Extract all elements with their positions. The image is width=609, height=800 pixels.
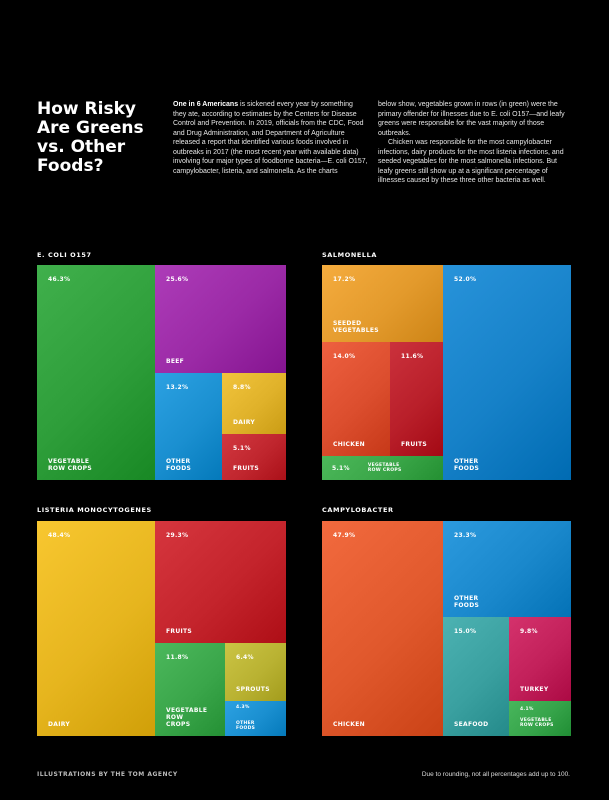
ecoli-cell-vegetable-row-crops: 46.3% VEGETABLE ROW CROPS bbox=[37, 265, 155, 480]
ecoli-category-label: FRUITS bbox=[233, 465, 260, 472]
listeria-cell-vegetable-row-crops: 11.8% VEGETABLE ROW CROPS bbox=[155, 643, 225, 736]
campylobacter-chart-title: CAMPYLOBACTER bbox=[322, 506, 394, 514]
campylobacter-treemap: 47.9% CHICKEN 23.3% OTHER FOODS 15.0% SE… bbox=[322, 521, 571, 736]
campylobacter-value-label: 23.3% bbox=[454, 532, 477, 539]
headline: How Risky Are Greens vs. Other Foods? bbox=[37, 99, 144, 176]
campylobacter-value-label: 47.9% bbox=[333, 532, 356, 539]
campylobacter-category-label: SEAFOOD bbox=[454, 721, 489, 728]
intro-column-1: One in 6 Americans is sickened every yea… bbox=[173, 100, 368, 176]
listeria-cell-sprouts: 6.4% SPROUTS bbox=[225, 643, 286, 701]
ecoli-chart-title: E. COLI O157 bbox=[37, 251, 92, 259]
campylobacter-category-label: CHICKEN bbox=[333, 721, 365, 728]
intro-lead: One in 6 Americans bbox=[173, 101, 239, 108]
ecoli-value-label: 25.6% bbox=[166, 276, 189, 283]
listeria-cell-other-foods: 4.3% OTHER FOODS bbox=[225, 701, 286, 736]
campylobacter-value-label: 15.0% bbox=[454, 628, 477, 635]
salmonella-category-label: OTHER FOODS bbox=[454, 458, 480, 472]
campylobacter-category-label: TURKEY bbox=[520, 686, 549, 693]
intro-column-2: below show, vegetables grown in rows (in… bbox=[378, 100, 573, 186]
intro-col2-paragraph-1: below show, vegetables grown in rows (in… bbox=[378, 101, 565, 137]
salmonella-category-label: VEGETABLE ROW CROPS bbox=[367, 463, 402, 473]
listeria-cell-fruits: 29.3% FRUITS bbox=[155, 521, 286, 643]
listeria-value-label: 29.3% bbox=[166, 532, 189, 539]
campylobacter-cell-turkey: 9.8% TURKEY bbox=[509, 617, 571, 701]
ecoli-cell-fruits: 5.1% FRUITS bbox=[222, 434, 286, 480]
ecoli-cell-beef: 25.6% BEEF bbox=[155, 265, 286, 373]
listeria-cell-dairy: 48.4% DAIRY bbox=[37, 521, 155, 736]
salmonella-cell-seeded-vegetables: 17.2% SEEDED VEGETABLES bbox=[322, 265, 443, 342]
campylobacter-cell-other-foods: 23.3% OTHER FOODS bbox=[443, 521, 571, 617]
ecoli-cell-other-foods: 13.2% OTHER FOODS bbox=[155, 373, 222, 480]
campylobacter-cell-vegetable-row-crops: 4.1% VEGETABLE ROW CROPS bbox=[509, 701, 571, 736]
salmonella-category-label: CHICKEN bbox=[333, 441, 365, 448]
listeria-treemap: 48.4% DAIRY 29.3% FRUITS 11.8% VEGETABLE… bbox=[37, 521, 286, 736]
intro-col2-paragraph-2-text: Chicken was responsible for the most cam… bbox=[378, 139, 564, 184]
campylobacter-value-label: 4.1% bbox=[520, 707, 534, 712]
listeria-category-label: FRUITS bbox=[166, 628, 193, 635]
salmonella-cell-fruits: 11.6% FRUITS bbox=[390, 342, 443, 456]
salmonella-value-label: 17.2% bbox=[333, 276, 356, 283]
ecoli-category-label: DAIRY bbox=[233, 419, 255, 426]
listeria-value-label: 11.8% bbox=[166, 654, 189, 661]
ecoli-value-label: 5.1% bbox=[233, 445, 251, 452]
salmonella-value-label: 14.0% bbox=[333, 353, 356, 360]
salmonella-cell-vegetable-row-crops: 5.1% VEGETABLE ROW CROPS bbox=[322, 456, 443, 480]
salmonella-treemap: 17.2% SEEDED VEGETABLES 14.0% CHICKEN 11… bbox=[322, 265, 571, 480]
listeria-category-label: DAIRY bbox=[48, 721, 70, 728]
salmonella-cell-other-foods: 52.0% OTHER FOODS bbox=[443, 265, 571, 480]
listeria-chart-title: LISTERIA MONOCYTOGENES bbox=[37, 506, 152, 514]
listeria-value-label: 48.4% bbox=[48, 532, 71, 539]
ecoli-treemap: 46.3% VEGETABLE ROW CROPS 25.6% BEEF 13.… bbox=[37, 265, 286, 480]
ecoli-value-label: 13.2% bbox=[166, 384, 189, 391]
intro-col1-text: is sickened every year by something they… bbox=[173, 101, 368, 175]
illustration-credit: ILLUSTRATIONS BY THE TOM AGENCY bbox=[37, 771, 178, 778]
listeria-category-label: VEGETABLE ROW CROPS bbox=[166, 707, 208, 728]
listeria-value-label: 4.3% bbox=[236, 705, 250, 710]
intro-col2-paragraph-2: Chicken was responsible for the most cam… bbox=[378, 138, 573, 186]
salmonella-value-label: 11.6% bbox=[401, 353, 424, 360]
ecoli-value-label: 8.8% bbox=[233, 384, 251, 391]
ecoli-category-label: BEEF bbox=[166, 358, 185, 365]
salmonella-value-label: 5.1% bbox=[332, 464, 350, 472]
listeria-value-label: 6.4% bbox=[236, 654, 254, 661]
campylobacter-cell-seafood: 15.0% SEAFOOD bbox=[443, 617, 509, 736]
salmonella-category-label: FRUITS bbox=[401, 441, 428, 448]
salmonella-cell-chicken: 14.0% CHICKEN bbox=[322, 342, 390, 456]
salmonella-value-label: 52.0% bbox=[454, 276, 477, 283]
campylobacter-value-label: 9.8% bbox=[520, 628, 538, 635]
salmonella-category-label: SEEDED VEGETABLES bbox=[333, 320, 379, 334]
ecoli-category-label: VEGETABLE ROW CROPS bbox=[48, 458, 92, 472]
ecoli-cell-dairy: 8.8% DAIRY bbox=[222, 373, 286, 434]
campylobacter-cell-chicken: 47.9% CHICKEN bbox=[322, 521, 443, 736]
salmonella-chart-title: SALMONELLA bbox=[322, 251, 378, 259]
ecoli-category-label: OTHER FOODS bbox=[166, 458, 192, 472]
ecoli-value-label: 46.3% bbox=[48, 276, 71, 283]
campylobacter-category-label: OTHER FOODS bbox=[454, 595, 480, 609]
listeria-category-label: SPROUTS bbox=[236, 686, 270, 693]
listeria-category-label: OTHER FOODS bbox=[236, 721, 256, 731]
campylobacter-category-label: VEGETABLE ROW CROPS bbox=[520, 718, 554, 728]
rounding-note: Due to rounding, not all percentages add… bbox=[421, 771, 570, 778]
